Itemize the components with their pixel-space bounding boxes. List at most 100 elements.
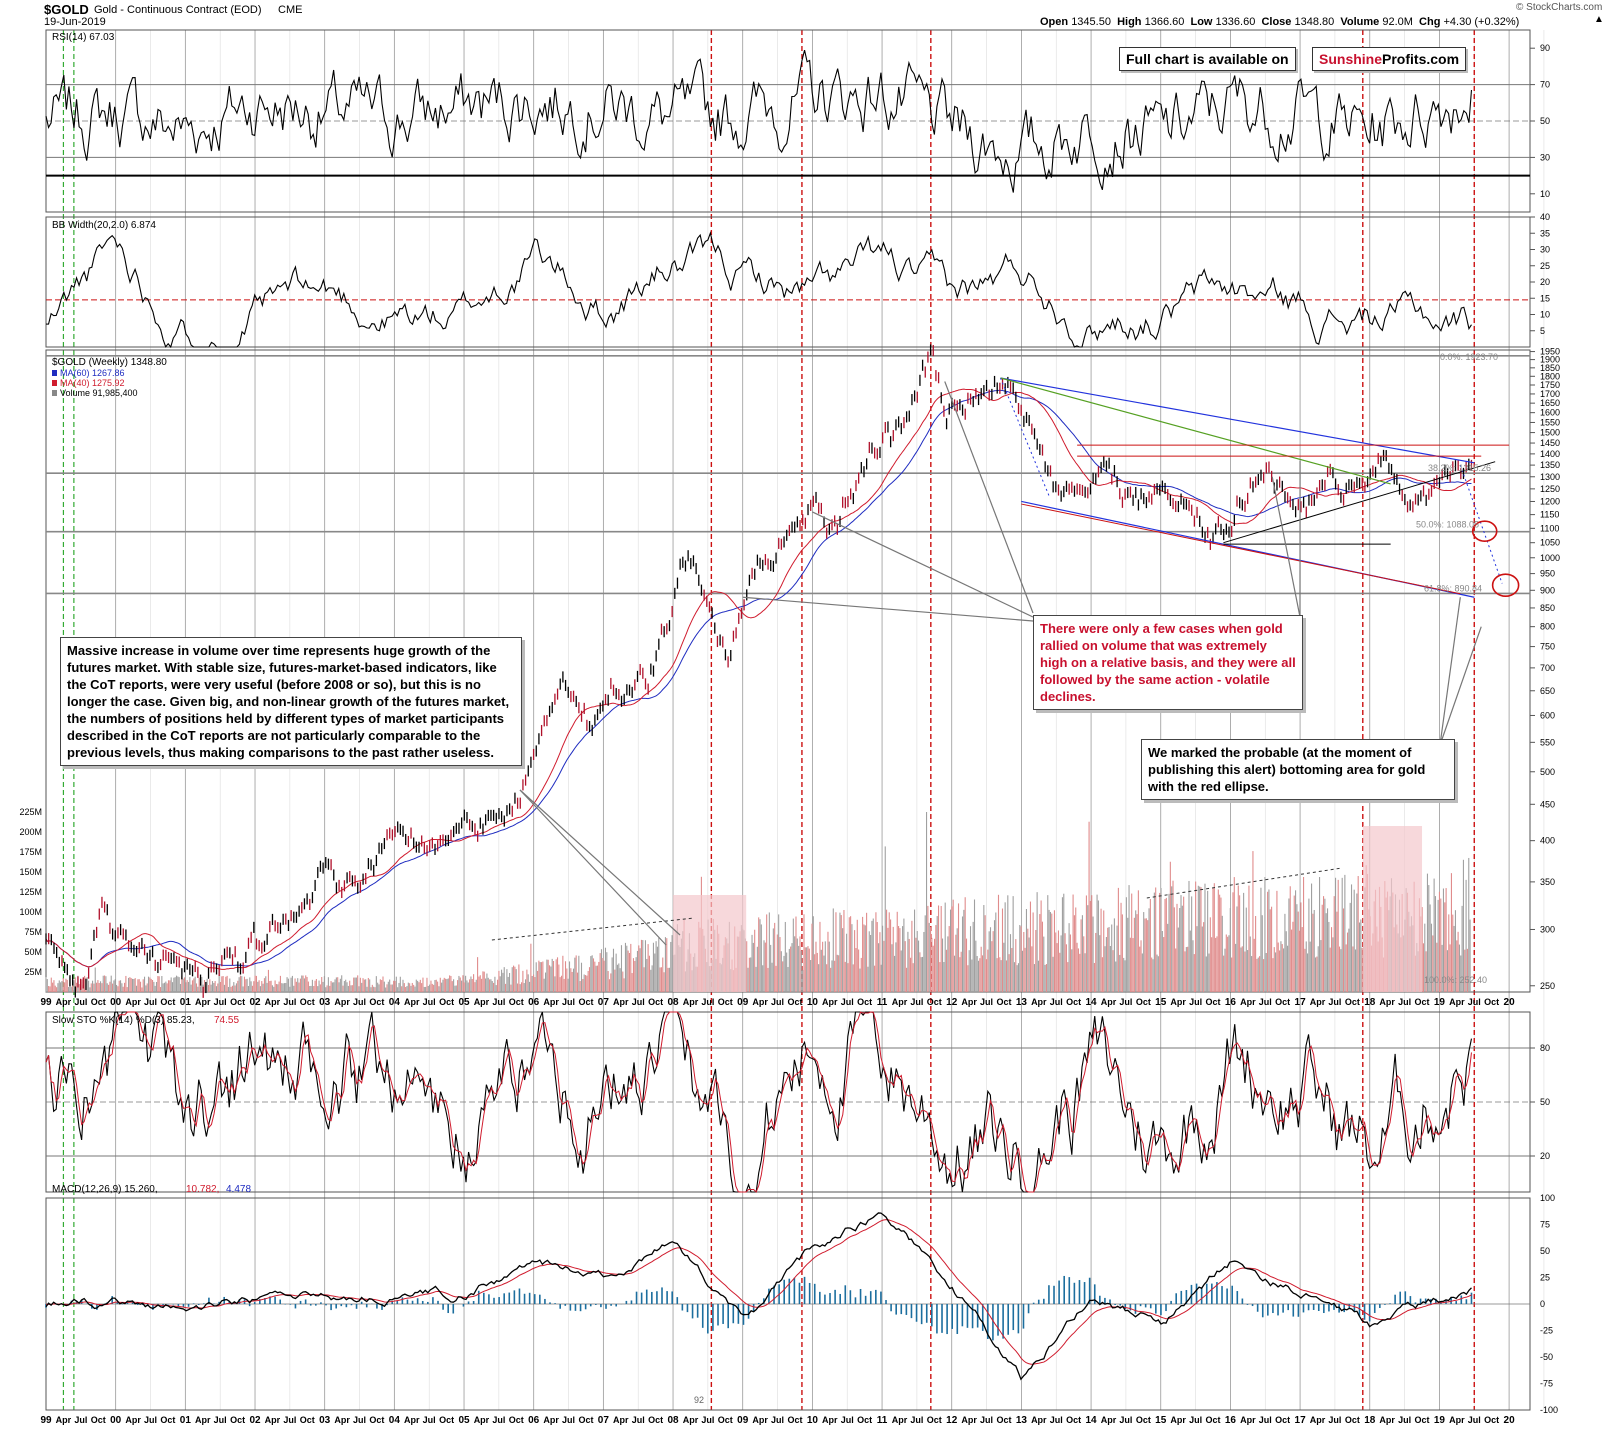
volume-bar (101, 983, 103, 992)
x-tick-label-month: Apr (334, 1415, 350, 1425)
volume-bar (1248, 885, 1250, 992)
volume-bar (470, 976, 472, 992)
volume-bar (1157, 956, 1159, 992)
volume-bar (615, 953, 617, 992)
y-tick-label-bbwidth: 5 (1540, 326, 1545, 336)
x-tick-label-month: Oct (230, 997, 245, 1007)
fib-label: 50.0%: 1088.05 (1416, 520, 1479, 530)
volume-bar (1115, 961, 1117, 992)
volume-bar (415, 979, 417, 992)
volume-bar (1072, 894, 1074, 992)
x-tick-label-month: Oct (857, 997, 872, 1007)
volume-bar (1268, 889, 1270, 992)
volume-bar (145, 985, 147, 992)
x-tick-label-year: 02 (249, 1415, 261, 1426)
volume-bar (363, 979, 365, 992)
y-tick-label-price: 1500 (1540, 428, 1560, 438)
volume-bar (586, 975, 588, 992)
volume-bar (550, 966, 552, 992)
macd-histogram-bar (651, 1291, 653, 1304)
volume-bar (1320, 940, 1322, 992)
volume-bar (1059, 952, 1061, 992)
volume-bar (1449, 944, 1451, 992)
volume-bar (439, 977, 441, 992)
volume-bar (1144, 918, 1146, 992)
macd-histogram-bar (1134, 1304, 1137, 1314)
macd-histogram-bar (1328, 1304, 1330, 1312)
x-tick-label-month: Oct (1345, 997, 1360, 1007)
volume-bar (84, 975, 86, 992)
volume-bar (1204, 883, 1206, 992)
volume-bar (1056, 943, 1058, 992)
volume-bar (399, 976, 401, 992)
macd-histogram-bar (656, 1291, 658, 1304)
volume-bar (207, 985, 210, 992)
macd-histogram-bar (1195, 1283, 1198, 1304)
macd-histogram-bar (462, 1304, 465, 1307)
promo-brand[interactable]: SunshineProfits.com (1312, 47, 1467, 71)
volume-bar (1117, 887, 1119, 992)
callout-pointer (1271, 476, 1301, 618)
y-tick-label-macd: 0 (1540, 1299, 1545, 1309)
volume-bar (598, 961, 600, 992)
chart-symbol: $GOLD (44, 2, 89, 17)
volume-bar (1256, 958, 1258, 992)
macd-histogram-bar (330, 1304, 332, 1311)
macd-histogram-bar (595, 1304, 597, 1305)
volume-bar (820, 949, 822, 992)
volume-bar (515, 969, 517, 992)
volume-bar (70, 986, 72, 992)
volume-bar (780, 951, 782, 992)
volume-bar (1000, 960, 1002, 992)
x-tick-label-month: Jul (1328, 1415, 1341, 1425)
y-tick-label-volume: 75M (24, 927, 42, 937)
volume-bar (1131, 893, 1133, 992)
x-tick-label-month: Oct (300, 1415, 315, 1425)
volume-bar (211, 981, 214, 992)
volume-bar (446, 979, 448, 992)
macd-histogram-bar (773, 1285, 775, 1304)
volume-bar (1220, 897, 1222, 992)
volume-bar (664, 937, 666, 992)
volume-bar (459, 977, 461, 992)
volume-bar (113, 980, 115, 992)
x-tick-label-month: Oct (369, 1415, 384, 1425)
volume-bar (783, 955, 785, 992)
x-tick-label-year: 00 (110, 997, 122, 1008)
x-tick-label-year: 18 (1364, 997, 1376, 1008)
macd-histogram-bar (539, 1294, 541, 1304)
volume-bar (1031, 946, 1033, 992)
y-tick-label-stochastic: 50 (1540, 1097, 1550, 1107)
x-tick-label-year: 16 (1225, 1415, 1237, 1426)
volume-bar (1438, 891, 1441, 992)
volume-bar (178, 977, 180, 992)
chg-up-icon: ▲ (1594, 14, 1604, 25)
x-tick-label-month: Oct (857, 1415, 872, 1425)
volume-bar (1334, 877, 1337, 992)
volume-bar (1145, 918, 1147, 992)
x-tick-label-month: Oct (1066, 997, 1081, 1007)
volume-bar (1313, 909, 1315, 992)
x-tick-label-year: 06 (528, 997, 540, 1008)
x-tick-label-month: Oct (1275, 1415, 1290, 1425)
volume-bar (1345, 944, 1347, 992)
x-tick-label-year: 00 (110, 1415, 122, 1426)
volume-bar (219, 981, 222, 992)
x-tick-label-year: 08 (667, 997, 679, 1008)
macd-histogram-bar (279, 1299, 281, 1304)
volume-bar (475, 979, 477, 992)
x-tick-label-year: 05 (458, 1415, 470, 1426)
volume-bar (441, 982, 443, 992)
x-tick-label-month: Jul (423, 1415, 436, 1425)
x-tick-label-year: 17 (1295, 997, 1307, 1008)
x-tick-label-month: Jul (771, 1415, 784, 1425)
macd-histogram-bar (1119, 1304, 1121, 1306)
volume-bar (482, 971, 484, 992)
volume-bar (175, 975, 178, 992)
macd-histogram-bar (600, 1304, 602, 1308)
volume-bar (1452, 914, 1454, 992)
trendline-blue-upper (1000, 377, 1475, 464)
stochastic-d-value: 74.55 (214, 1015, 239, 1026)
x-tick-label-month: Oct (1205, 997, 1220, 1007)
volume-bar (1051, 913, 1053, 992)
